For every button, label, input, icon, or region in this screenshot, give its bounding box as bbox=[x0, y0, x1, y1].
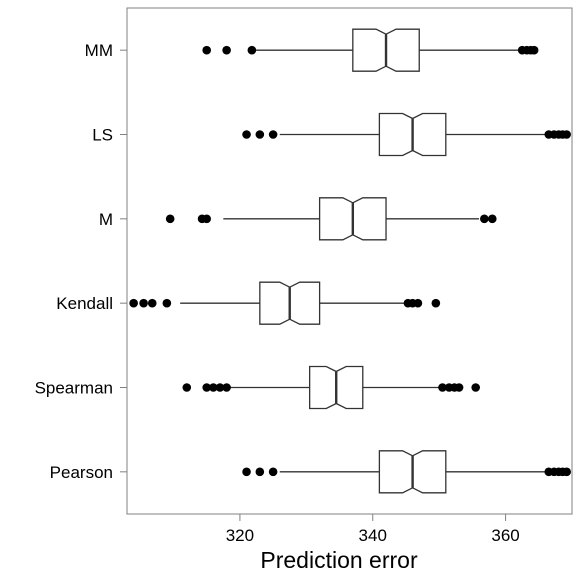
x-tick-label-340: 340 bbox=[359, 526, 387, 545]
y-tick-label-spearman: Spearman bbox=[35, 379, 113, 398]
y-tick-label-pearson: Pearson bbox=[50, 463, 113, 482]
outlier-point-spearman bbox=[454, 383, 464, 392]
outlier-point-spearman bbox=[215, 383, 225, 392]
outlier-point-pearson bbox=[562, 467, 571, 477]
y-tick-label-mm: MM bbox=[85, 41, 113, 60]
outlier-point-ls bbox=[562, 130, 571, 139]
outlier-point-pearson bbox=[255, 467, 265, 477]
y-tick-label-kendall: Kendall bbox=[56, 294, 113, 313]
outlier-point-mm bbox=[529, 45, 539, 55]
outlier-point-spearman bbox=[209, 383, 218, 392]
outlier-point-spearman bbox=[182, 383, 192, 392]
outlier-point-spearman bbox=[202, 383, 212, 392]
x-axis-title: Prediction error bbox=[260, 547, 418, 573]
outlier-point-ls bbox=[242, 130, 251, 139]
y-tick-label-ls: LS bbox=[92, 126, 113, 145]
outlier-point-pearson bbox=[242, 467, 251, 477]
outlier-point-mm bbox=[247, 45, 257, 55]
x-tick-label-320: 320 bbox=[226, 526, 254, 545]
x-axis: 320 340 360 bbox=[226, 514, 520, 545]
outlier-point-mm bbox=[202, 45, 212, 55]
box-kendall bbox=[129, 281, 441, 325]
y-axis: MM LS M Kendall Spearman Pearson bbox=[35, 41, 127, 482]
plot-panel bbox=[126, 7, 573, 515]
box-ls bbox=[242, 112, 571, 157]
outlier-point-kendall bbox=[129, 298, 138, 308]
box-mm bbox=[202, 28, 539, 72]
outlier-point-spearman bbox=[438, 383, 447, 392]
outlier-point-ls bbox=[268, 130, 278, 139]
outlier-point-pearson bbox=[268, 467, 278, 477]
outlier-point-m bbox=[165, 214, 175, 224]
box-pearson bbox=[242, 450, 571, 494]
outlier-point-mm bbox=[222, 45, 231, 55]
outlier-point-m bbox=[487, 214, 497, 224]
y-tick-label-m: M bbox=[99, 210, 113, 229]
outlier-point-m bbox=[480, 214, 489, 224]
outlier-point-spearman bbox=[471, 383, 480, 392]
outlier-point-ls bbox=[255, 130, 265, 139]
outlier-point-m bbox=[202, 214, 212, 224]
x-tick-label-360: 360 bbox=[491, 526, 519, 545]
outlier-point-kendall bbox=[431, 298, 441, 308]
box-spearman bbox=[182, 365, 480, 410]
outlier-point-spearman bbox=[222, 383, 231, 392]
box-m bbox=[165, 197, 497, 241]
outlier-point-kendall bbox=[147, 298, 157, 308]
boxes-layer bbox=[129, 28, 571, 494]
outlier-point-kendall bbox=[162, 298, 172, 308]
outlier-point-kendall bbox=[139, 298, 148, 308]
outlier-point-kendall bbox=[413, 298, 423, 308]
